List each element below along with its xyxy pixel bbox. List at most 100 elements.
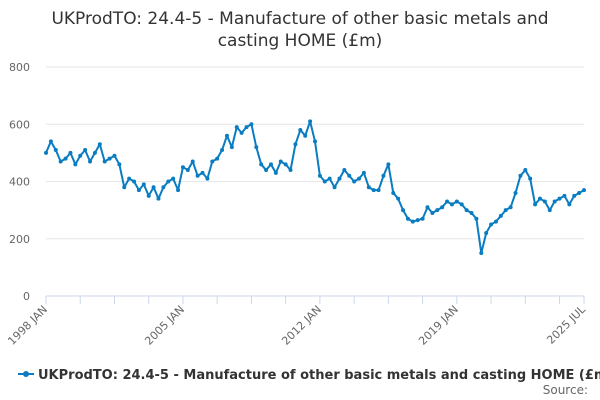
data-point <box>122 185 127 190</box>
data-point <box>215 156 220 161</box>
data-point <box>518 173 523 178</box>
data-point <box>224 133 229 138</box>
data-point <box>503 208 508 213</box>
data-point <box>195 173 200 178</box>
data-point <box>464 208 469 213</box>
data-point <box>288 168 293 173</box>
data-point <box>435 208 440 213</box>
data-point <box>337 176 342 181</box>
y-tick-label: 600 <box>9 118 30 131</box>
data-point <box>283 162 288 167</box>
data-point <box>73 162 78 167</box>
data-point <box>547 208 552 213</box>
data-point <box>44 150 48 155</box>
data-point <box>557 196 562 201</box>
data-point <box>479 251 484 256</box>
data-point <box>229 145 234 150</box>
data-point <box>180 165 185 170</box>
data-point <box>469 210 474 215</box>
data-point <box>542 199 547 204</box>
y-tick-label: 200 <box>9 233 30 246</box>
data-point <box>63 156 68 161</box>
legend[interactable]: UKProdTO: 24.4-5 - Manufacture of other … <box>18 368 600 383</box>
data-point <box>513 190 518 195</box>
data-point <box>317 173 322 178</box>
data-point <box>332 185 337 190</box>
data-point <box>352 179 357 184</box>
data-point <box>220 148 225 153</box>
data-point <box>401 208 406 213</box>
data-point <box>88 159 93 164</box>
data-point <box>273 170 278 175</box>
source-label[interactable]: Source: <box>543 383 588 397</box>
data-point <box>151 185 156 190</box>
data-point <box>278 159 283 164</box>
data-point <box>303 133 308 138</box>
data-point <box>161 185 166 190</box>
legend-marker-icon <box>23 371 29 377</box>
data-point <box>357 176 362 181</box>
data-point <box>474 216 479 221</box>
data-point <box>185 168 190 173</box>
data-point <box>127 176 132 181</box>
data-point <box>391 190 396 195</box>
data-point <box>489 222 494 227</box>
x-tick-label: 2012 JAN <box>279 303 324 348</box>
data-point <box>361 170 366 175</box>
data-point <box>210 159 215 164</box>
data-point <box>425 205 430 210</box>
data-point <box>572 193 577 198</box>
chart-title-line-1: UKProdTO: 24.4-5 - Manufacture of other … <box>51 9 548 29</box>
data-point <box>552 199 557 204</box>
data-point <box>459 202 464 207</box>
data-point <box>102 159 107 164</box>
data-point <box>454 199 459 204</box>
data-point <box>117 162 122 167</box>
data-point <box>440 205 445 210</box>
data-point <box>396 196 401 201</box>
data-point <box>205 176 210 181</box>
data-point <box>141 182 146 187</box>
data-point <box>132 179 137 184</box>
data-point <box>449 202 454 207</box>
data-point <box>83 148 88 153</box>
data-point <box>562 193 567 198</box>
data-point <box>249 122 254 127</box>
data-point <box>234 125 239 130</box>
data-point <box>171 176 176 181</box>
data-point <box>156 196 161 201</box>
y-tick-label: 800 <box>9 61 30 74</box>
data-point <box>264 168 269 173</box>
data-point <box>298 127 303 132</box>
data-point <box>386 162 391 167</box>
data-point <box>136 188 141 193</box>
data-point <box>92 150 97 155</box>
data-point <box>528 176 533 181</box>
data-point <box>577 190 582 195</box>
data-point <box>259 162 264 167</box>
data-point <box>347 173 352 178</box>
data-point <box>239 130 244 135</box>
data-point <box>376 188 381 193</box>
data-point <box>97 142 102 147</box>
data-point <box>313 139 317 144</box>
data-point <box>107 156 112 161</box>
data-point <box>78 153 83 158</box>
data-point <box>493 219 498 224</box>
data-point <box>308 119 313 124</box>
data-point <box>445 199 450 204</box>
data-point <box>430 210 435 215</box>
data-point <box>146 193 151 198</box>
data-point <box>112 153 117 158</box>
data-point <box>268 162 273 167</box>
data-point <box>176 188 181 193</box>
data-point <box>498 213 503 218</box>
data-point <box>322 179 327 184</box>
data-point <box>415 218 420 223</box>
x-tick-label: 2025 JUL <box>544 302 588 346</box>
x-tick-label: 1998 JAN <box>5 303 50 348</box>
data-point <box>58 159 63 164</box>
data-point <box>484 231 489 236</box>
data-point <box>254 145 259 150</box>
